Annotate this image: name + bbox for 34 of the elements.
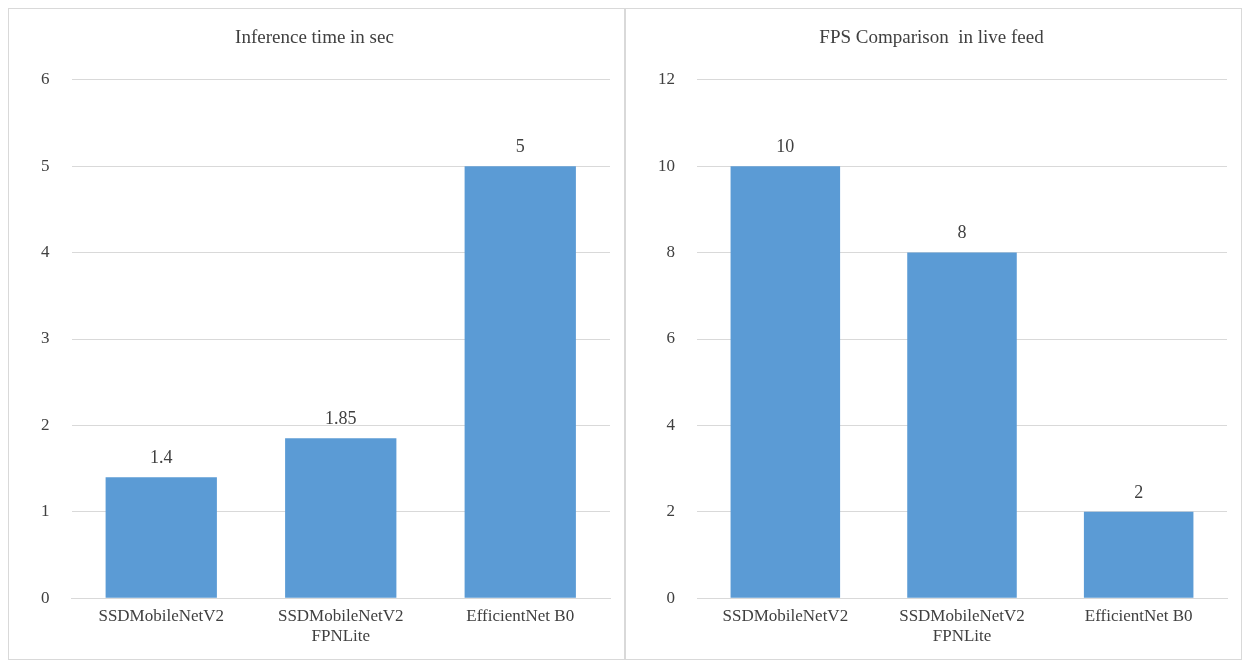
data-label: 8 (957, 222, 967, 243)
y-tick-label: 6 (666, 328, 675, 348)
x-tick-label: SSDMobileNetV2 (722, 605, 849, 625)
data-label: 10 (776, 135, 795, 156)
data-label: 2 (1134, 481, 1144, 502)
y-tick-label: 1 (41, 501, 50, 521)
bar (730, 166, 841, 598)
chart-title: Inference time in sec (235, 26, 394, 48)
y-tick-label: 12 (658, 69, 675, 89)
y-tick-label: 4 (666, 414, 676, 434)
y-tick-label: 2 (666, 501, 675, 521)
y-tick-label: 8 (666, 242, 675, 262)
bar (285, 438, 397, 598)
y-tick-label: 5 (41, 155, 50, 175)
x-tick-label: EfficientNet B0 (466, 605, 575, 625)
x-tick-label: SSDMobileNetV2 (98, 605, 225, 625)
bar (105, 477, 217, 598)
bar (907, 252, 1017, 598)
y-tick-label: 0 (666, 587, 675, 607)
y-tick-label: 2 (41, 414, 50, 434)
y-tick-label: 3 (41, 328, 50, 348)
x-tick-label: SSDMobileNetV2 FPNLite (277, 605, 404, 646)
data-label: 1.85 (325, 408, 357, 429)
x-tick-label: SSDMobileNetV2 FPNLite (899, 605, 1025, 646)
y-tick-label: 10 (658, 155, 675, 175)
data-label: 5 (515, 135, 525, 156)
y-tick-label: 0 (41, 587, 50, 607)
y-tick-label: 4 (41, 242, 50, 262)
bar (1083, 511, 1194, 598)
x-tick-label: EfficientNet B0 (1084, 605, 1193, 625)
y-tick-label: 6 (41, 69, 50, 89)
chart-title: FPS Comparison in live feed (819, 26, 1045, 48)
bar (464, 166, 576, 598)
data-label: 1.4 (150, 446, 173, 467)
